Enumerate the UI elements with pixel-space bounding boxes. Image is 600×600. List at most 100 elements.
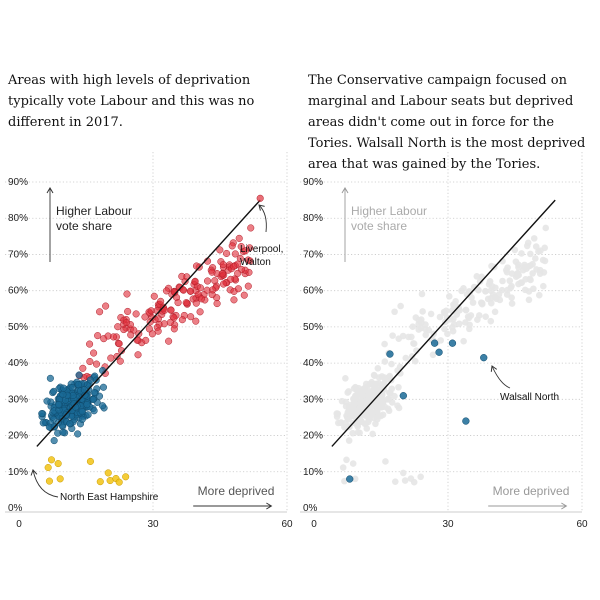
labour-seat-point: [219, 280, 228, 288]
labour-seat-point: [162, 287, 171, 295]
labour-seat-point: [247, 224, 255, 232]
background-seat-point: [445, 292, 453, 300]
background-seat-point: [422, 331, 430, 339]
background-seat-point: [473, 273, 481, 280]
background-seat-point: [474, 316, 481, 324]
labour-seat-point: [124, 307, 132, 316]
labour-seat-point: [122, 318, 130, 327]
y-tick-label: 70%: [8, 249, 28, 260]
tory-gain-point: [480, 354, 488, 362]
conservative-seat-point: [72, 403, 80, 411]
labour-seat-point: [241, 247, 249, 255]
y-tick-label: 50%: [303, 322, 323, 333]
labour-seat-point: [227, 275, 235, 283]
background-seat-point: [382, 376, 389, 384]
background-seat-point: [525, 263, 533, 270]
conservative-seat-point: [38, 410, 46, 418]
labour-seat-point: [167, 306, 175, 314]
background-seat-point: [540, 282, 547, 290]
labour-seat-point: [132, 310, 140, 318]
labour-seat-point: [86, 340, 94, 348]
conservative-seat-point: [43, 397, 51, 405]
background-seat-point: [409, 323, 417, 331]
liverpool-walton-line1: Liverpool,: [240, 244, 283, 255]
conservative-seat-point: [50, 437, 58, 445]
labour-seat-point: [179, 286, 188, 294]
background-seat-point: [498, 286, 506, 294]
background-seat-point: [395, 383, 402, 391]
conservative-seat-point: [50, 387, 58, 395]
labour-seat-point: [178, 272, 186, 280]
background-seat-point: [343, 456, 350, 464]
conservative-seat-point: [90, 389, 98, 397]
libdem-seat-point: [56, 475, 64, 483]
walsall-north-label: Walsall North: [500, 392, 559, 403]
background-seat-point: [523, 242, 531, 250]
right-scatter-panel: 0% 10% 20% 30% 40% 50% 60% 70% 80% 90% 0 30 60 Higher…: [300, 152, 588, 530]
y-tick-label: 80%: [8, 213, 28, 224]
labour-seat-point: [196, 284, 204, 292]
labour-seat-point: [237, 242, 245, 251]
labour-seat-point: [157, 297, 165, 305]
background-seat-point: [535, 291, 543, 299]
conservative-seat-point: [89, 395, 97, 403]
background-seat-point: [341, 423, 348, 431]
background-seat-point: [376, 391, 384, 399]
labour-seat-point: [141, 313, 149, 321]
background-seat-point: [504, 286, 511, 294]
labour-seat-point: [178, 316, 186, 324]
background-seat-point: [351, 475, 359, 483]
background-seat-point: [458, 287, 465, 295]
background-seat-point: [452, 298, 459, 305]
labour-seat-point: [192, 299, 200, 307]
libdem-seat-point: [96, 478, 104, 486]
background-seat-point: [397, 302, 404, 310]
background-seat-point: [418, 290, 426, 298]
background-seat-point: [350, 401, 357, 408]
background-seat-point: [527, 250, 534, 258]
background-seat-point: [391, 308, 398, 316]
libdem-seat-point: [115, 478, 123, 486]
background-seat-point: [363, 384, 371, 392]
background-seat-point: [530, 235, 538, 242]
labour-seat-point: [197, 295, 205, 303]
background-seat-point: [537, 247, 544, 255]
conservative-seat-point: [66, 420, 74, 428]
background-seat-point: [402, 354, 410, 362]
background-seat-point: [410, 340, 418, 348]
labour-seat-point: [234, 269, 242, 277]
higher-labour-label: Higher Labour vote share: [351, 204, 427, 233]
conservative-seat-point: [74, 381, 82, 389]
background-seat-point: [385, 396, 392, 403]
x-tick-label: 30: [442, 519, 454, 530]
y-tick-label: 20%: [303, 431, 323, 442]
background-seat-point: [482, 287, 489, 295]
background-seat-point: [341, 477, 348, 485]
background-seat-point: [425, 326, 433, 334]
background-seat-point: [511, 246, 519, 254]
background-seat-point: [345, 437, 353, 444]
higher-labour-label: Higher Labour vote share: [56, 204, 132, 233]
y-tick-label: 60%: [303, 286, 323, 297]
background-seat-point: [345, 388, 352, 395]
conservative-seat-point: [86, 376, 94, 384]
labour-seat-point: [114, 323, 122, 331]
background-seat-point: [385, 407, 393, 415]
labour-seat-point: [86, 357, 94, 366]
background-seat-point: [379, 411, 387, 419]
background-seat-point: [394, 402, 401, 410]
labour-seat-point: [142, 336, 150, 344]
conservative-seat-point: [78, 415, 86, 423]
labour-seat-point: [218, 270, 226, 278]
background-seat-point: [339, 464, 347, 471]
labour-seat-point: [127, 331, 135, 339]
background-seat-point: [462, 306, 470, 314]
background-seat-point: [378, 401, 386, 408]
conservative-seat-point: [39, 419, 47, 427]
background-seat-point: [399, 469, 407, 477]
background-seat-point: [419, 308, 426, 315]
background-seat-point: [436, 313, 444, 321]
background-seat-point: [449, 327, 457, 335]
right-chart-caption: The Conservative campaign focused on mar…: [308, 73, 586, 172]
